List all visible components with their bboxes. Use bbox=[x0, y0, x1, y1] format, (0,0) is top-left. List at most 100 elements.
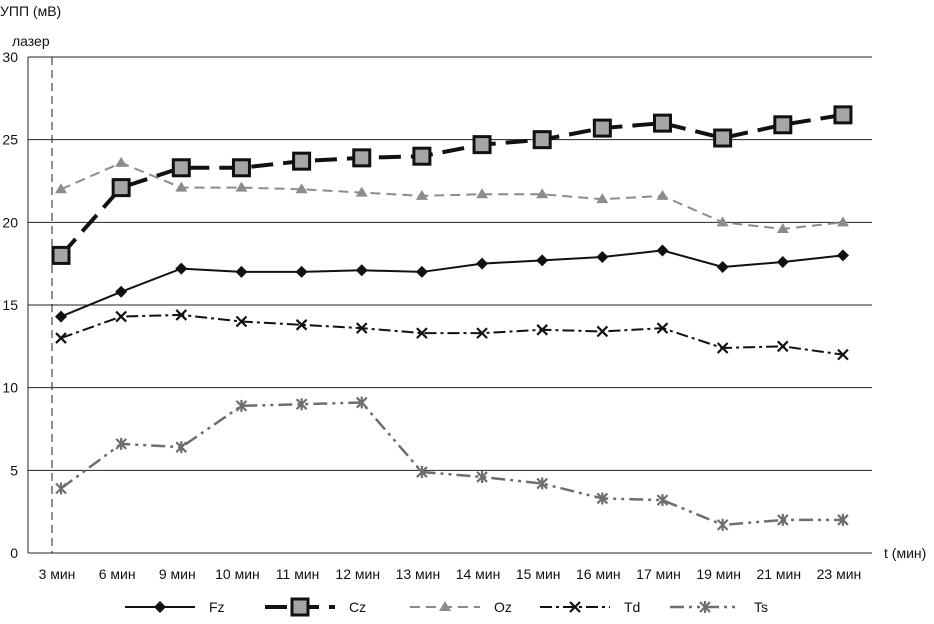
legend-label: Td bbox=[624, 599, 640, 615]
data-point-marker bbox=[773, 115, 793, 135]
data-point-marker bbox=[235, 315, 248, 328]
data-point-marker bbox=[836, 249, 849, 262]
x-tick-label: 14 мин bbox=[456, 566, 501, 582]
data-point-marker bbox=[292, 151, 312, 171]
data-point-marker bbox=[716, 216, 729, 227]
data-point-marker bbox=[713, 128, 733, 148]
data-point-marker bbox=[355, 322, 368, 334]
series-line bbox=[59, 112, 844, 257]
legend-item-oz: Oz bbox=[410, 599, 512, 615]
data-point-marker bbox=[596, 251, 609, 264]
legend-marker bbox=[569, 601, 581, 613]
y-axis-label: УПП (мВ) bbox=[0, 3, 61, 19]
data-point-marker bbox=[115, 156, 128, 167]
data-point-marker bbox=[175, 309, 188, 321]
data-point-marker bbox=[656, 494, 669, 507]
legend-marker bbox=[154, 601, 166, 613]
y-tick-label: 0 bbox=[10, 545, 18, 561]
series-line bbox=[60, 249, 844, 318]
series-line bbox=[60, 161, 844, 230]
data-point-marker bbox=[532, 130, 552, 150]
data-point-marker bbox=[415, 265, 428, 278]
data-point-marker bbox=[536, 254, 549, 267]
y-tick-label: 25 bbox=[2, 132, 18, 148]
data-point-marker bbox=[476, 470, 488, 483]
series-cz bbox=[51, 105, 853, 265]
x-tick-label: 11 мин bbox=[276, 566, 320, 582]
data-point-marker bbox=[115, 285, 128, 298]
data-point-marker bbox=[776, 256, 789, 269]
data-point-marker bbox=[416, 465, 428, 478]
data-point-marker bbox=[51, 245, 71, 265]
data-point-marker bbox=[175, 262, 188, 275]
legend-label: Oz bbox=[494, 599, 512, 615]
x-tick-label: 3 мин bbox=[39, 566, 76, 582]
data-point-marker bbox=[596, 325, 609, 338]
legend-item-td: Td bbox=[540, 599, 640, 615]
x-tick-label: 16 мин bbox=[576, 566, 621, 582]
data-point-marker bbox=[295, 265, 308, 278]
data-point-marker bbox=[55, 310, 67, 323]
x-tick-label: 12 мин bbox=[335, 566, 380, 582]
legend-item-fz: Fz bbox=[125, 599, 225, 615]
data-point-marker bbox=[476, 257, 489, 270]
data-point-marker bbox=[656, 189, 669, 200]
data-point-marker bbox=[355, 396, 368, 409]
x-tick-label: 15 мин bbox=[516, 566, 561, 582]
data-point-marker bbox=[716, 260, 729, 273]
x-tick-label: 21 мин bbox=[756, 566, 801, 582]
x-axis-label: t (мин) bbox=[884, 545, 926, 561]
data-point-marker bbox=[235, 399, 248, 412]
legend-marker bbox=[290, 597, 310, 617]
series-oz bbox=[55, 156, 849, 233]
legend-item-cz: Cz bbox=[265, 597, 366, 617]
data-point-marker bbox=[115, 310, 127, 323]
data-point-marker bbox=[416, 327, 428, 339]
data-point-marker bbox=[837, 513, 849, 526]
data-point-marker bbox=[235, 265, 248, 278]
data-point-marker bbox=[295, 319, 308, 331]
data-point-marker bbox=[716, 342, 729, 354]
series-fz bbox=[55, 244, 849, 323]
data-point-marker bbox=[833, 105, 853, 125]
data-point-marker bbox=[235, 181, 248, 192]
y-tick-label: 5 bbox=[10, 462, 18, 478]
legend-marker bbox=[439, 601, 451, 611]
x-tick-label: 10 мин bbox=[215, 566, 260, 582]
data-point-marker bbox=[716, 518, 729, 531]
data-point-marker bbox=[472, 135, 492, 155]
x-tick-label: 23 мин bbox=[817, 566, 862, 582]
data-point-marker bbox=[653, 113, 672, 133]
data-point-marker bbox=[111, 178, 131, 198]
x-tick-label: 17 мин bbox=[636, 566, 681, 582]
data-point-marker bbox=[536, 324, 548, 336]
data-point-marker bbox=[295, 183, 308, 194]
data-point-marker bbox=[115, 437, 127, 450]
series-td bbox=[55, 309, 849, 361]
x-tick-label: 19 мин bbox=[696, 566, 741, 582]
legend-item-ts: Ts bbox=[670, 599, 768, 615]
data-point-marker bbox=[175, 181, 188, 192]
data-point-marker bbox=[536, 477, 548, 490]
legend-label: Cz bbox=[349, 599, 366, 615]
data-point-marker bbox=[777, 340, 789, 353]
y-tick-label: 20 bbox=[2, 214, 18, 230]
data-point-marker bbox=[476, 327, 488, 339]
data-point-marker bbox=[596, 193, 609, 204]
data-point-marker bbox=[55, 332, 67, 344]
x-tick-label: 6 мин bbox=[99, 566, 136, 582]
data-point-marker bbox=[777, 513, 789, 526]
data-point-marker bbox=[836, 216, 849, 227]
data-point-marker bbox=[656, 244, 669, 257]
data-point-marker bbox=[355, 264, 368, 277]
legend-marker bbox=[699, 601, 711, 613]
y-tick-label: 30 bbox=[2, 49, 18, 65]
data-point-marker bbox=[536, 188, 549, 199]
data-point-marker bbox=[415, 189, 428, 200]
data-point-marker bbox=[55, 183, 67, 194]
x-tick-label: 13 мин bbox=[396, 566, 441, 582]
data-point-marker bbox=[476, 188, 489, 199]
legend-label: Ts bbox=[754, 599, 768, 615]
data-point-marker bbox=[412, 146, 432, 166]
